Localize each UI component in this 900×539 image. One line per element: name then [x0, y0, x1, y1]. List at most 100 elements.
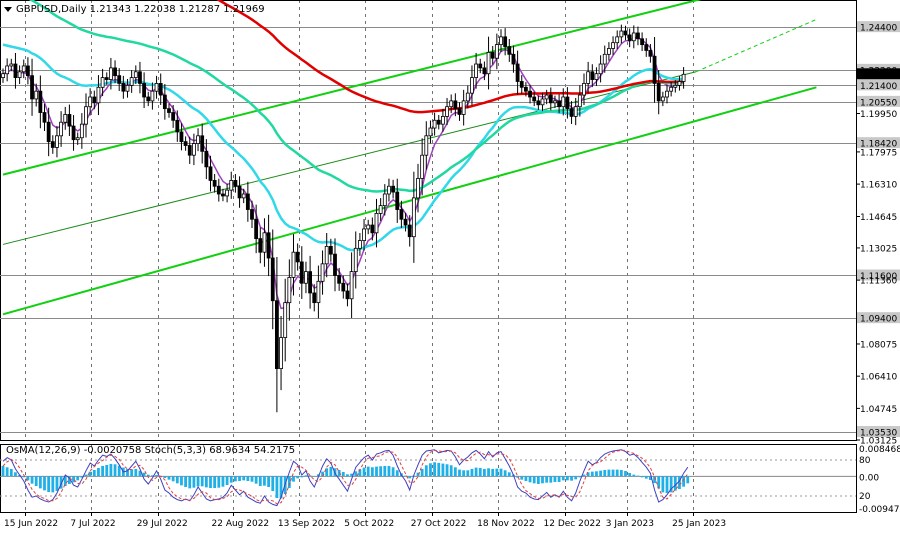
- candle-body: [150, 90, 155, 102]
- osma-bar: [358, 469, 362, 477]
- osma-bar: [632, 474, 636, 477]
- osma-bar: [470, 468, 474, 477]
- candle-body: [142, 83, 147, 98]
- osma-bar: [80, 476, 84, 478]
- candle-body: [569, 108, 574, 117]
- candle-body: [191, 143, 196, 156]
- candle-body: [378, 205, 383, 214]
- price-panel[interactable]: 1.244001.222001.219691.214001.205501.199…: [0, 0, 900, 447]
- osma-bar: [375, 466, 378, 477]
- candle-body: [440, 116, 445, 125]
- candles: [1, 24, 686, 413]
- price-label-badge: [857, 312, 900, 324]
- candle-body: [623, 30, 628, 36]
- candle-body: [113, 67, 117, 77]
- osma-bar: [325, 468, 329, 477]
- osma-bar: [279, 476, 283, 499]
- candle-body: [42, 112, 47, 123]
- candle-body: [677, 81, 682, 86]
- candle-body: [21, 65, 26, 73]
- dropdown-triangle-icon[interactable]: [4, 7, 12, 12]
- candle-body: [30, 75, 34, 100]
- osma-bar: [478, 467, 482, 477]
- osma-bar: [462, 470, 466, 477]
- price-label-badge: [857, 137, 900, 149]
- candle-body: [511, 53, 516, 65]
- candle-body: [399, 209, 404, 220]
- candle-body: [25, 65, 30, 77]
- candle-body: [133, 71, 138, 79]
- osma-bar: [321, 471, 324, 477]
- osma-bar: [653, 476, 656, 484]
- osma-bar: [184, 476, 187, 488]
- osma-tick-label: -0.0094770: [859, 505, 900, 515]
- candle-body: [204, 150, 209, 168]
- osma-bar: [221, 476, 225, 487]
- candle-body: [582, 83, 586, 96]
- osma-bar: [68, 476, 71, 485]
- candle-body: [237, 185, 242, 199]
- osma-bar: [524, 476, 528, 481]
- candle-body: [544, 94, 549, 100]
- indicator-panel[interactable]: 0.0084682 0.00 -0.0094770 80 20 OsMA(12,26,9…: [0, 444, 900, 515]
- stochastic-line: [2, 449, 689, 505]
- candle-body: [602, 53, 607, 65]
- osma-bar: [603, 469, 607, 477]
- osma-bar: [9, 468, 13, 477]
- candle-body: [557, 100, 561, 108]
- osma-bar: [370, 467, 374, 477]
- candle-body: [594, 73, 599, 80]
- time-tick-label: 12 Dec 2022: [544, 519, 602, 529]
- candle-body: [561, 96, 566, 108]
- candle-body: [38, 90, 43, 113]
- osma-bar: [657, 476, 661, 489]
- candle-body: [100, 77, 105, 88]
- osma-bar: [561, 476, 565, 481]
- time-tick-label: 27 Oct 2022: [411, 519, 467, 529]
- candle-body: [598, 63, 603, 75]
- osma-bar: [553, 476, 557, 482]
- candle-body: [183, 141, 188, 146]
- osma-bar: [516, 476, 519, 478]
- indicator-axis: 0.0084682 0.00 -0.0094770 80 20: [859, 445, 900, 515]
- candle-body: [216, 185, 221, 195]
- candle-body: [627, 34, 632, 42]
- osma-bar: [557, 476, 561, 482]
- candle-body: [573, 106, 578, 117]
- osma-bar: [155, 474, 158, 477]
- osma-bar: [246, 476, 250, 481]
- price-tick-label: 1.19950: [860, 110, 897, 120]
- osma-bar: [142, 472, 146, 477]
- price-label: 1.21400: [860, 82, 897, 92]
- osma-bar: [26, 476, 30, 481]
- candle-body: [532, 96, 537, 102]
- channel-line: [695, 18, 817, 73]
- candle-body: [387, 185, 391, 195]
- candle-body: [117, 75, 122, 84]
- osma-bar: [429, 463, 432, 477]
- osma-bar: [304, 475, 308, 477]
- osma-bar: [615, 469, 619, 477]
- candle-body: [341, 282, 346, 292]
- osma-bar: [267, 476, 270, 488]
- osma-bar: [420, 468, 424, 477]
- moving-average-line: [216, 0, 684, 114]
- candle-body: [250, 209, 254, 220]
- price-tick-label: 1.08075: [860, 340, 897, 350]
- osma-bar: [138, 470, 142, 477]
- time-tick-label: 7 Jul 2022: [70, 519, 115, 529]
- candle-body: [420, 154, 425, 179]
- price-label-badge: [857, 95, 900, 107]
- osma-bar: [317, 474, 320, 477]
- osma-bar: [312, 475, 316, 477]
- candle-body: [648, 50, 653, 57]
- candle-body: [154, 83, 159, 92]
- candle-body: [17, 71, 22, 79]
- candle-body: [494, 44, 499, 59]
- osma-bar: [213, 476, 217, 489]
- candle-body: [449, 100, 454, 108]
- candle-body: [279, 337, 283, 370]
- indicator-line: OsMA(12,26,9) -0.0020758 Stoch(5,3,3) 68…: [6, 445, 295, 456]
- osma-bar: [97, 467, 100, 477]
- candle-body: [146, 96, 151, 102]
